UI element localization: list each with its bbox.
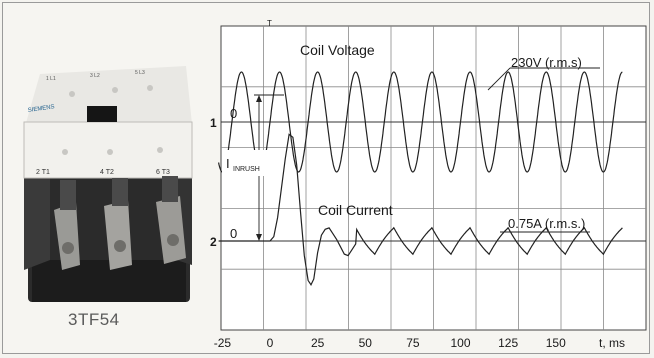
coil-voltage-label: Coil Voltage	[300, 42, 375, 58]
voltage-rms-label: 230V (r.m.s)	[511, 55, 582, 70]
photo-terminal-top-1: 1 L1	[46, 76, 56, 82]
inrush-label-bg	[222, 150, 268, 176]
photo-terminal-top-3: 5 L3	[135, 70, 145, 76]
chart-annotations: T 1 2 Coil Voltage Coil Current 0 0 230V (r.m.s…	[210, 19, 600, 249]
inrush-label: I	[226, 156, 230, 171]
x-tick-label: 50	[359, 336, 373, 350]
x-tick-label: 150	[546, 336, 566, 350]
chart-traces	[218, 71, 623, 287]
current-zero-label: 0	[230, 226, 237, 241]
chart-grid	[220, 25, 647, 331]
inrush-arrow-up	[256, 95, 262, 102]
contactor-photo: SIEMENS 1 L1 3 L2 5 L3 2 T1 4 T2 6 T3	[23, 66, 193, 302]
channel-2-marker: 2	[210, 235, 217, 249]
trigger-marker: T	[267, 19, 272, 28]
x-tick-label: 0	[267, 336, 274, 350]
voltage-zero-label: 0	[230, 106, 237, 121]
photo-terminal-bottom-3: 6 T3	[156, 169, 170, 176]
channel-1-marker: 1	[210, 116, 217, 130]
photo-caption: 3TF54	[68, 310, 120, 329]
x-tick-label: 75	[406, 336, 420, 350]
x-tick-label: 25	[311, 336, 325, 350]
current-rms-label: 0.75A (r.m.s.)	[508, 216, 585, 231]
inrush-arrow-down	[256, 234, 262, 241]
photo-terminal-bottom-2: 4 T2	[100, 169, 114, 176]
voltage-rms-leader	[487, 67, 511, 91]
x-tick-label: 125	[498, 336, 518, 350]
x-axis-label: t, ms	[599, 336, 625, 350]
coil-voltage-trace	[218, 71, 623, 173]
coil-current-label: Coil Current	[318, 202, 393, 218]
photo-brand: SIEMENS	[27, 104, 55, 114]
photo-terminal-top-2: 3 L2	[90, 73, 100, 79]
x-tick-label: -25	[214, 336, 232, 350]
x-tick-label: 100	[450, 336, 470, 350]
inrush-label-subscript: INRUSH	[233, 166, 260, 173]
x-axis-ticks: -25 0 25 50 75 100 125 150 t, ms	[214, 336, 625, 350]
coil-current-trace	[218, 133, 623, 287]
photo-terminal-bottom-1: 2 T1	[36, 169, 50, 176]
